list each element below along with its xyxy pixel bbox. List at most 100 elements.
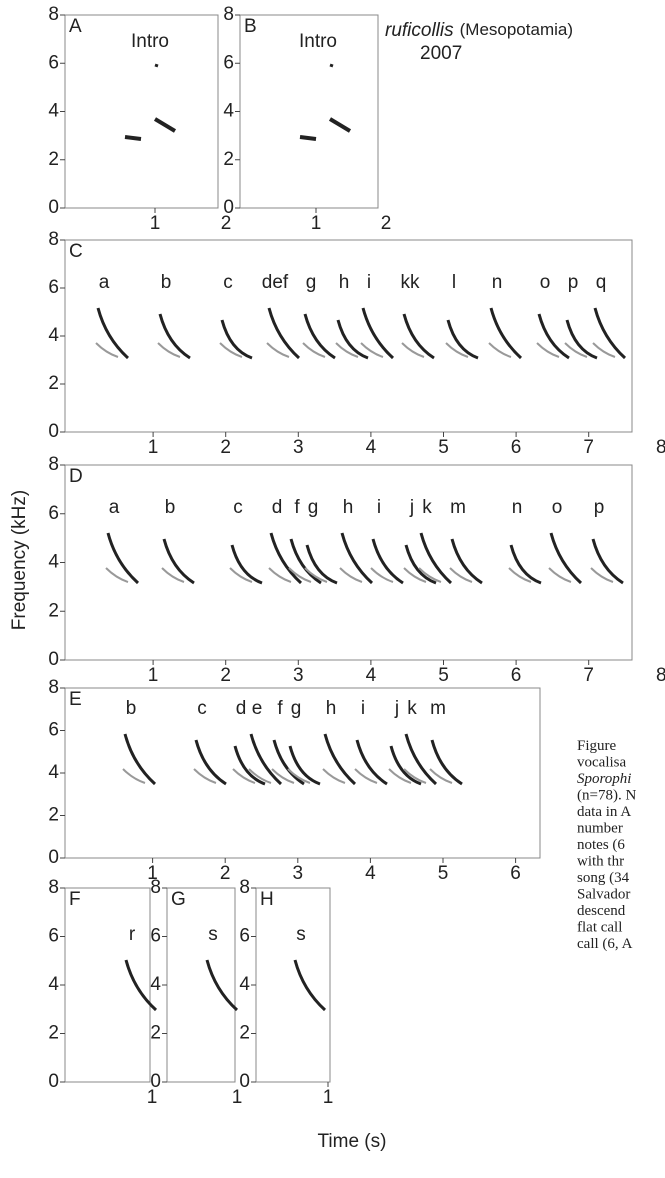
spectro-trace [288, 745, 321, 786]
y-tick-label: 6 [48, 720, 59, 741]
spectro-trace-faint [449, 567, 473, 583]
x-tick-label: 2 [220, 665, 231, 686]
x-tick-label: 1 [323, 1087, 334, 1108]
caption-line: number [577, 821, 623, 837]
y-tick-label: 0 [48, 847, 59, 868]
y-tick-label: 8 [48, 454, 59, 475]
intro-label: Intro [299, 31, 337, 52]
x-tick-label: 1 [147, 1087, 158, 1108]
y-tick-label: 8 [48, 877, 59, 898]
spectro-trace-faint [161, 567, 185, 583]
x-tick-label: 5 [438, 665, 449, 686]
spectro-trace [272, 739, 305, 786]
syllable-label: c [197, 698, 207, 719]
syllable-label: h [339, 272, 350, 293]
spectro-trace [446, 319, 479, 360]
syllable-label: g [291, 698, 302, 719]
syllable-label: k [407, 698, 417, 719]
syllable-label: i [361, 698, 365, 719]
spectro-trace-faint [266, 342, 290, 358]
spectro-trace [509, 544, 542, 585]
spectro-trace-faint [288, 567, 312, 583]
x-tick-label: 3 [293, 665, 304, 686]
syllable-label: o [540, 272, 551, 293]
spectro-trace [591, 538, 624, 585]
y-tick-label: 6 [223, 52, 234, 73]
spectro-trace [402, 313, 435, 360]
syllable-label: i [367, 272, 371, 293]
panel-label: G [171, 889, 186, 910]
spectro-trace-faint [536, 342, 560, 358]
syllable-label: p [568, 272, 579, 293]
spectro-trace [371, 538, 404, 585]
panel-frame [166, 887, 236, 1083]
year: 2007 [420, 43, 462, 64]
spectro-trace [124, 959, 158, 1012]
x-tick-label: 5 [438, 863, 449, 884]
y-tick-label: 4 [239, 974, 250, 995]
spectro-trace [106, 532, 140, 585]
y-tick-label: 0 [150, 1071, 161, 1092]
x-tick-label: 1 [150, 213, 161, 234]
panel-label: E [69, 689, 82, 710]
syllable-label: o [552, 497, 563, 518]
x-tick-label: 1 [311, 213, 322, 234]
region: (Mesopotamia) [460, 20, 573, 39]
syllable-label: a [99, 272, 110, 293]
syllable-label: g [306, 272, 317, 293]
x-tick-label: 4 [365, 863, 376, 884]
caption-line: with thr [577, 854, 624, 870]
caption-line: Figure [577, 738, 617, 754]
spectro-trace-faint [335, 342, 359, 358]
syllable-label: h [326, 698, 337, 719]
spectro-trace-faint [590, 567, 614, 583]
syllable-label: p [594, 497, 605, 518]
y-tick-label: 4 [48, 552, 59, 573]
spectro-trace [230, 544, 263, 585]
spectro-trace [162, 538, 195, 585]
caption-line: song (34 [577, 870, 630, 886]
y-tick-label: 2 [239, 1023, 250, 1044]
syllable-label: n [492, 272, 503, 293]
spectro-trace-faint [157, 342, 181, 358]
spectro-trace [289, 538, 322, 585]
caption-line: Sporophi [577, 771, 631, 787]
syllable-label: h [343, 497, 354, 518]
x-tick-label: 1 [148, 665, 159, 686]
panel-label: H [260, 889, 274, 910]
y-tick-label: 6 [48, 926, 59, 947]
x-tick-label: 6 [511, 665, 522, 686]
spectro-trace [361, 307, 395, 360]
spectro-trace [404, 544, 437, 585]
x-tick-label: 2 [381, 213, 392, 234]
x-axis-label: Time (s) [318, 1131, 387, 1152]
spectro-trace-faint [488, 342, 512, 358]
spectro-trace-faint [403, 567, 427, 583]
spectro-trace [233, 745, 266, 786]
spectro-trace-faint [105, 567, 129, 583]
y-tick-label: 8 [223, 4, 234, 25]
y-tick-label: 2 [48, 373, 59, 394]
y-tick-label: 0 [48, 421, 59, 442]
caption-line: Salvador [577, 887, 630, 903]
syllable-label: d [236, 698, 247, 719]
spectro-trace-faint [403, 768, 427, 784]
spectro-trace [153, 117, 177, 133]
panel-label: D [69, 466, 83, 487]
spectro-trace-faint [548, 567, 572, 583]
x-tick-label: 5 [438, 437, 449, 458]
spectro-trace-faint [193, 768, 217, 784]
y-tick-label: 2 [150, 1023, 161, 1044]
x-tick-label: 3 [293, 863, 304, 884]
spectro-trace-faint [122, 768, 146, 784]
caption-line: data in A [577, 804, 631, 820]
syllable-label: j [409, 497, 414, 518]
spectro-trace-faint [268, 567, 292, 583]
x-tick-label: 4 [366, 665, 377, 686]
y-tick-label: 6 [150, 926, 161, 947]
spectro-trace [194, 739, 227, 786]
y-tick-label: 4 [150, 974, 161, 995]
syllable-label: k [422, 497, 432, 518]
spectro-trace-faint [418, 567, 442, 583]
